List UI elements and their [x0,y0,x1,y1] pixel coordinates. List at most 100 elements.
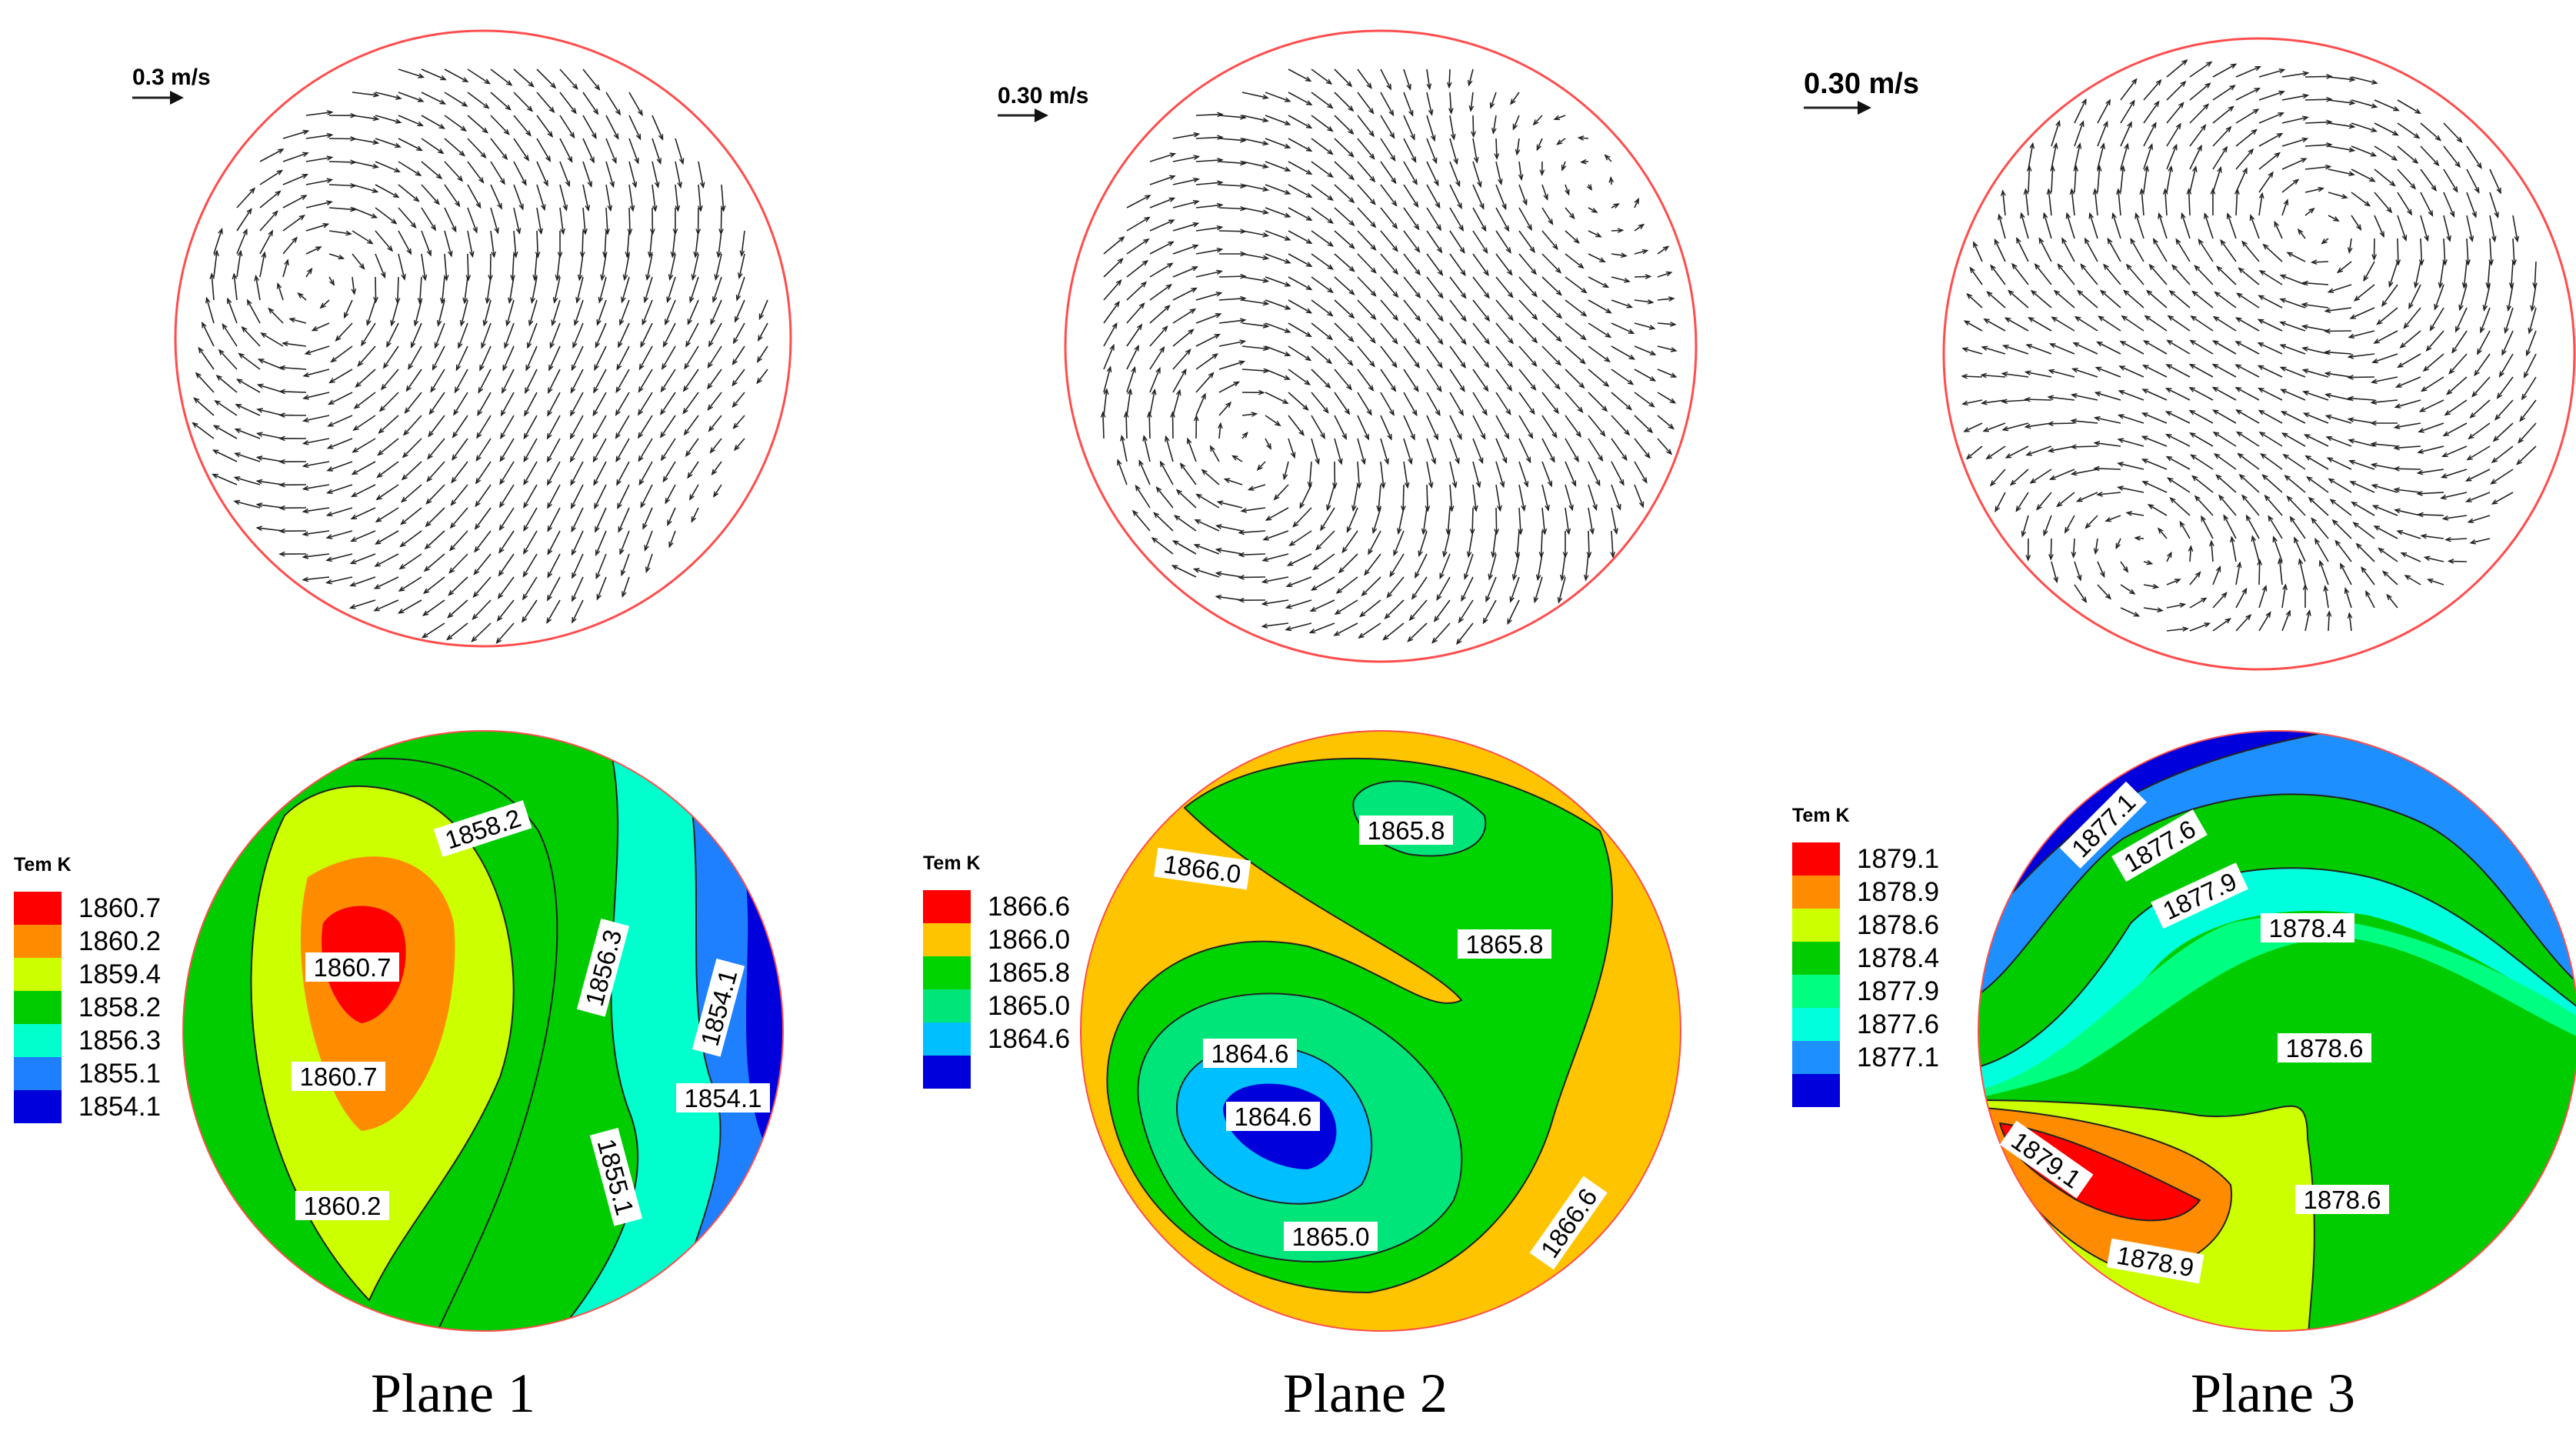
velocity-vector [2305,76,2331,77]
caption-plane-3: Plane 3 [2191,1362,2355,1426]
svg-text:1865.8: 1865.8 [1466,930,1544,959]
legend-entry: 1856.3 [14,1024,161,1057]
caption-plane-1: Plane 1 [371,1362,535,1426]
legend-title: Tem K [923,852,1070,875]
legend-label: 1856.3 [78,1026,161,1056]
velocity-vector [2449,561,2467,562]
legend-swatch [1792,975,1840,1008]
velocity-vector [2325,331,2351,332]
velocity-scale-label-3: 0.30 m/s [1804,68,1919,101]
velocity-plot-1 [132,31,791,646]
velocity-vector [2305,99,2331,100]
contour-label: 1865.8 [1359,816,1453,845]
temperature-contour-3: 1877.11877.61877.91878.41878.61879.11878… [1969,723,2576,1354]
svg-text:1860.7: 1860.7 [314,953,392,982]
velocity-vector [2048,423,2074,424]
legend-entry: 1865.8 [923,956,1070,989]
legend-label: 1858.2 [78,992,161,1023]
legend-entry [1792,1074,1939,1107]
contour-label: 1865.8 [1458,929,1551,959]
svg-text:1878.6: 1878.6 [2286,1034,2364,1062]
legend-swatch [14,958,62,991]
contour-label: 1860.2 [295,1191,389,1220]
velocity-vector [1496,138,1497,158]
legend-entry: 1858.2 [14,991,161,1024]
velocity-vector [582,231,583,257]
velocity-vector [629,208,630,234]
velocity-vector [1449,69,1450,88]
legend-label: 1878.4 [1857,943,1939,974]
legend-entry: 1859.4 [14,958,161,991]
contour-label: 1878.4 [2261,913,2354,942]
legend-entry: 1854.1 [14,1090,161,1123]
legend-swatch [14,1024,62,1057]
contour-label: 1878.6 [2295,1185,2389,1214]
legend-title: Tem K [1792,805,1939,827]
legend-swatch [923,1056,971,1089]
velocity-vector [1239,577,1265,578]
legend-label: 1879.1 [1857,844,1939,875]
velocity-vector [2348,377,2374,378]
legend-title: Tem K [14,854,161,876]
svg-text:1864.6: 1864.6 [1211,1039,1289,1068]
svg-text:1865.0: 1865.0 [1292,1223,1370,1251]
legend-entry: 1877.9 [1792,975,1939,1008]
svg-text:1854.1: 1854.1 [685,1084,762,1112]
legend-label: 1860.7 [78,893,161,924]
velocity-vector [1173,412,1174,439]
legend-swatch [1792,842,1840,876]
velocity-vector [491,254,492,280]
legend-swatch [14,991,62,1024]
legend-entry: 1860.7 [14,892,161,925]
velocity-vector [2374,239,2375,259]
caption-plane-2: Plane 2 [1283,1362,1448,1426]
velocity-vector [1472,508,1473,534]
legend-entry: 1878.6 [1792,909,1939,942]
legend-swatch [1792,942,1840,975]
contour-label: 1865.0 [1284,1222,1378,1251]
legend-label: 1865.0 [988,991,1070,1022]
svg-text:1860.2: 1860.2 [304,1192,382,1220]
svg-text:1864.6: 1864.6 [1235,1102,1312,1131]
velocity-vector [1496,508,1497,534]
velocity-vector [1635,276,1651,277]
legend-swatch [1792,909,1840,942]
velocity-vector [1149,412,1150,439]
legend-label: 1866.0 [988,925,1070,956]
velocity-vector [1588,531,1589,557]
velocity-vector [2025,399,2051,400]
legend-entry: 1866.0 [923,923,1070,956]
velocity-vector [2259,560,2260,585]
contour-label: 1860.7 [292,1062,385,1091]
band-1854.1 [746,885,815,1154]
velocity-vector [1962,376,1982,377]
legend-swatch [923,890,971,923]
contour-label: 1854.1 [676,1083,770,1112]
velocity-vector [1219,276,1245,277]
legend-swatch [1792,876,1840,909]
svg-text:1878.4: 1878.4 [2269,914,2347,942]
velocity-vector [1219,231,1245,232]
legend-entry: 1877.6 [1792,1008,1939,1041]
legend-label: 1877.9 [1857,976,1939,1007]
legend-swatch [1792,1041,1840,1074]
contour-label: 1864.6 [1226,1102,1320,1131]
legend-entry: 1879.1 [1792,842,1939,876]
legend-swatch [1792,1008,1840,1041]
velocity-vector [375,277,376,302]
velocity-vector [2071,446,2098,447]
legend-swatch [14,1057,62,1090]
velocity-plot-3 [1804,38,2574,669]
legend-label: 1860.2 [78,926,161,957]
legend-label: 1878.9 [1857,877,1939,908]
legend-label: 1877.1 [1857,1042,1939,1073]
velocity-vector [1126,412,1127,439]
legend-label: 1878.6 [1857,910,1939,941]
plane-boundary [175,31,791,646]
